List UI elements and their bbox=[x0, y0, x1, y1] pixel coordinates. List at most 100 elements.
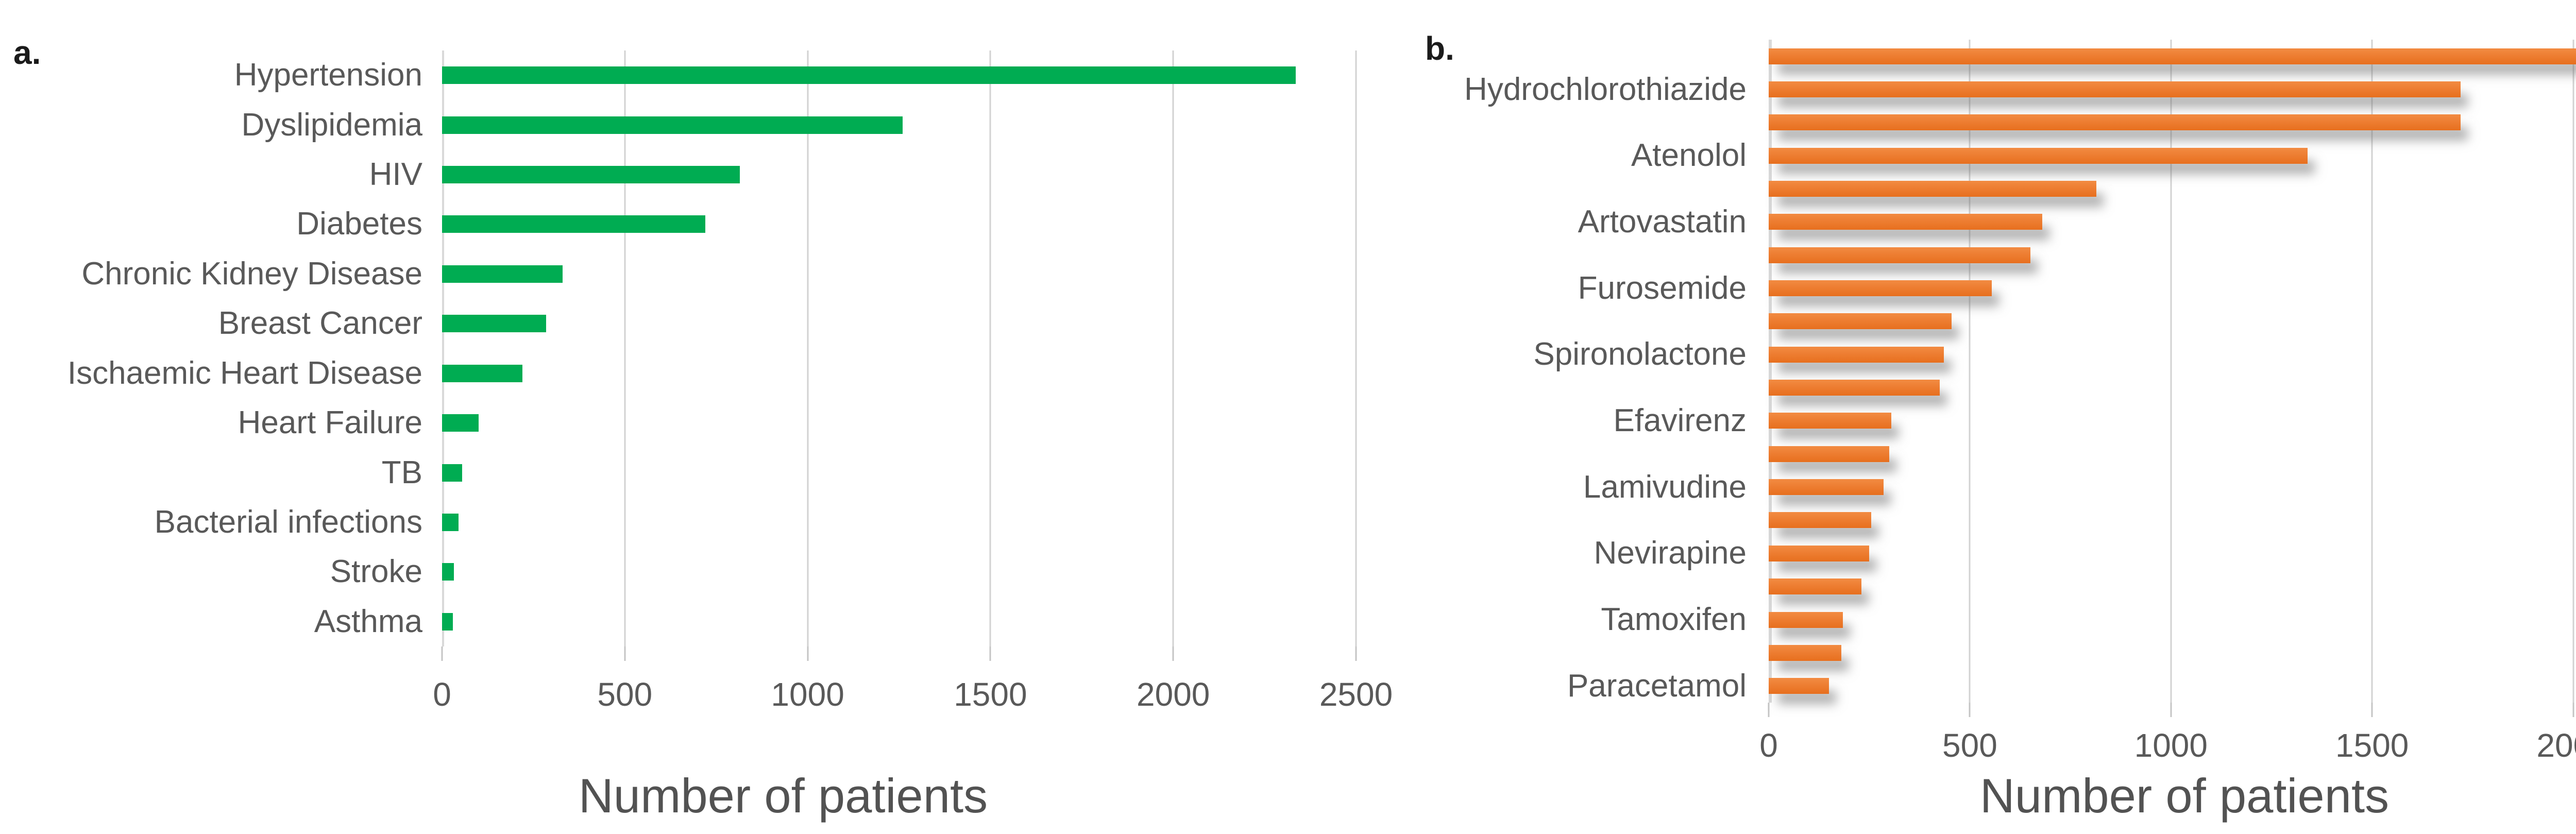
bar-row bbox=[1769, 371, 2576, 404]
category-label-row bbox=[1391, 40, 1747, 73]
bar-row bbox=[1769, 636, 2576, 669]
category-label-row: Heart Failure bbox=[0, 398, 422, 448]
bar-row bbox=[442, 498, 1356, 547]
category-label-artovastatin: Artovastatin bbox=[1578, 203, 1747, 240]
category-label-row: Hypertension bbox=[0, 50, 422, 100]
category-label-breast-cancer: Breast Cancer bbox=[218, 305, 422, 342]
bar-chronic-kidney-disease bbox=[442, 265, 563, 283]
bar-unlabeled bbox=[1769, 48, 2576, 64]
category-label-heart-failure: Heart Failure bbox=[238, 405, 422, 441]
category-label-ischaemic-heart-disease: Ischaemic Heart Disease bbox=[67, 355, 422, 391]
x-tick-labels-a: 0 500 1000 1500 2000 2500 bbox=[433, 676, 1393, 714]
category-label-hypertension: Hypertension bbox=[234, 57, 422, 93]
bar-row bbox=[1769, 437, 2576, 470]
bar-row bbox=[1769, 106, 2576, 139]
bar-asthma bbox=[442, 612, 453, 631]
bar-unlabeled bbox=[1769, 644, 1841, 661]
category-label-stroke: Stroke bbox=[330, 554, 422, 590]
x-tick-label-2000: 2000 bbox=[2536, 727, 2576, 764]
bar-lamivudine bbox=[1769, 479, 1884, 496]
bar-unlabeled bbox=[1769, 512, 1872, 529]
category-label-row bbox=[1391, 636, 1747, 669]
tick-mark-1500 bbox=[989, 646, 991, 661]
bar-furosemide bbox=[1769, 280, 1992, 297]
grid-line-500 bbox=[624, 50, 626, 646]
category-label-atenolol: Atenolol bbox=[1631, 138, 1747, 174]
category-label-row: Hydrochlorothiazide bbox=[1391, 73, 1747, 106]
bar-row bbox=[1769, 338, 2576, 371]
bar-unlabeled bbox=[1769, 181, 2097, 197]
bar-row bbox=[1769, 40, 2576, 73]
category-label-row: Stroke bbox=[0, 547, 422, 597]
category-label-row: TB bbox=[0, 448, 422, 497]
x-tick-label-2000: 2000 bbox=[1137, 676, 1210, 713]
x-tick-label-0: 0 bbox=[1759, 727, 1778, 764]
category-label-row: Ischaemic Heart Disease bbox=[0, 349, 422, 398]
bar-unlabeled bbox=[1769, 578, 1861, 595]
category-labels-b: Hydrochlorothiazide Atenolol Artovastatin F… bbox=[1391, 40, 1747, 703]
plot-area-a bbox=[441, 50, 1357, 661]
grid-line-1000 bbox=[2170, 40, 2172, 703]
category-label-row: Chronic Kidney Disease bbox=[0, 249, 422, 299]
bar-row bbox=[442, 249, 1356, 299]
bar-tb bbox=[442, 464, 463, 482]
bar-nevirapine bbox=[1769, 545, 1870, 561]
bar-row bbox=[1769, 271, 2576, 304]
x-tick-label-1000: 1000 bbox=[771, 676, 844, 713]
category-label-row: Furosemide bbox=[1391, 271, 1747, 304]
bar-unlabeled bbox=[1769, 247, 2030, 263]
category-label-row bbox=[1391, 504, 1747, 537]
bar-row bbox=[442, 100, 1356, 149]
bar-breast-cancer bbox=[442, 315, 547, 333]
category-label-hiv: HIV bbox=[369, 157, 422, 193]
category-label-tamoxifen: Tamoxifen bbox=[1601, 602, 1747, 638]
category-label-dyslipidemia: Dyslipidemia bbox=[241, 107, 422, 143]
tick-mark-0 bbox=[1768, 703, 1770, 717]
tick-mark-2000 bbox=[2572, 703, 2574, 717]
bar-row bbox=[442, 299, 1356, 348]
bar-row bbox=[1769, 504, 2576, 537]
category-label-furosemide: Furosemide bbox=[1578, 270, 1747, 306]
bar-row bbox=[442, 398, 1356, 448]
bar-row bbox=[442, 150, 1356, 199]
category-label-row bbox=[1391, 239, 1747, 271]
bar-diabetes bbox=[442, 215, 705, 233]
bar-row bbox=[442, 597, 1356, 646]
x-tick-label-1500: 1500 bbox=[954, 676, 1027, 713]
category-label-row bbox=[1391, 106, 1747, 139]
bar-heart-failure bbox=[442, 414, 479, 432]
x-tick-label-1500: 1500 bbox=[2335, 727, 2409, 764]
tick-mark-500 bbox=[1969, 703, 1971, 717]
category-label-row: Nevirapine bbox=[1391, 537, 1747, 570]
panel-letter-a: a. bbox=[13, 34, 41, 71]
bar-bacterial-infections bbox=[442, 514, 459, 531]
bars-container bbox=[442, 50, 1356, 646]
category-label-row: Efavirenz bbox=[1391, 404, 1747, 437]
category-label-hydrochlorothiazide: Hydrochlorothiazide bbox=[1464, 71, 1747, 107]
x-axis-title-b: Number of patients bbox=[1979, 769, 2389, 823]
category-label-asthma: Asthma bbox=[314, 603, 422, 639]
category-label-row: Breast Cancer bbox=[0, 299, 422, 348]
bar-row bbox=[442, 50, 1356, 100]
bar-unlabeled bbox=[1769, 114, 2461, 131]
x-tick-label-2500: 2500 bbox=[1319, 676, 1393, 713]
panel-letter-b: b. bbox=[1425, 30, 1454, 67]
category-label-row: Dyslipidemia bbox=[0, 100, 422, 149]
category-label-row: Tamoxifen bbox=[1391, 603, 1747, 636]
category-label-row: Paracetamol bbox=[1391, 670, 1747, 703]
tick-mark-500 bbox=[624, 646, 626, 661]
x-tick-label-0: 0 bbox=[433, 676, 451, 713]
bar-row bbox=[1769, 537, 2576, 570]
bar-row bbox=[1769, 404, 2576, 437]
y-axis-line-b bbox=[1769, 40, 1772, 703]
tick-mark-2000 bbox=[1172, 646, 1174, 661]
y-axis-line-a bbox=[442, 50, 444, 646]
bar-row bbox=[442, 349, 1356, 398]
bar-row bbox=[1769, 570, 2576, 603]
tick-mark-1000 bbox=[2170, 703, 2172, 717]
bar-hypertension bbox=[442, 66, 1296, 84]
category-label-row: Spironolactone bbox=[1391, 338, 1747, 371]
